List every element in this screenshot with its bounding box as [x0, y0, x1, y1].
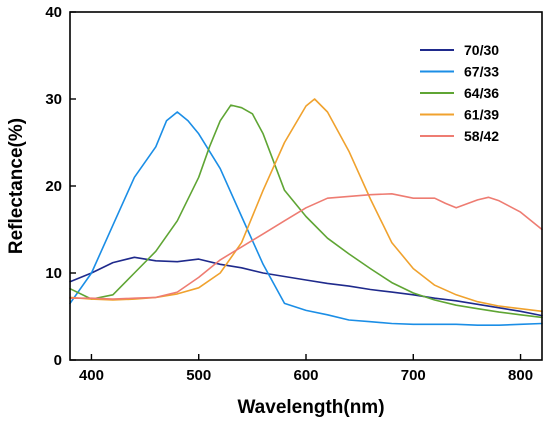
y-axis-title: Reflectance(%)	[6, 118, 27, 254]
series-line-4	[69, 193, 543, 300]
x-tick-label-1: 500	[186, 367, 211, 384]
y-tick-label-3: 30	[45, 91, 62, 108]
x-tick-label-0: 400	[79, 367, 104, 384]
ticks-layer: 400 500 600 700 800 0 10 20 30 40	[45, 4, 533, 384]
legend-label-1: 67/33	[464, 64, 499, 80]
y-tick-label-1: 10	[45, 265, 62, 282]
x-axis-title: Wavelength(nm)	[237, 397, 384, 418]
legend-label-3: 61/39	[464, 107, 499, 123]
legend-label-4: 58/42	[464, 128, 499, 144]
series-line-1	[69, 111, 543, 326]
x-tick-label-3: 700	[401, 367, 426, 384]
series-layer	[69, 98, 543, 326]
x-tick-label-4: 800	[508, 367, 533, 384]
series-line-2	[69, 104, 543, 319]
legend: 70/30 67/33 64/36 61/39 58/42	[420, 42, 499, 144]
y-tick-label-2: 20	[45, 178, 62, 195]
x-tick-label-2: 600	[293, 367, 318, 384]
y-tick-label-4: 40	[45, 4, 62, 21]
legend-label-0: 70/30	[464, 42, 499, 58]
legend-label-2: 64/36	[464, 85, 499, 101]
y-tick-label-0: 0	[54, 352, 62, 369]
